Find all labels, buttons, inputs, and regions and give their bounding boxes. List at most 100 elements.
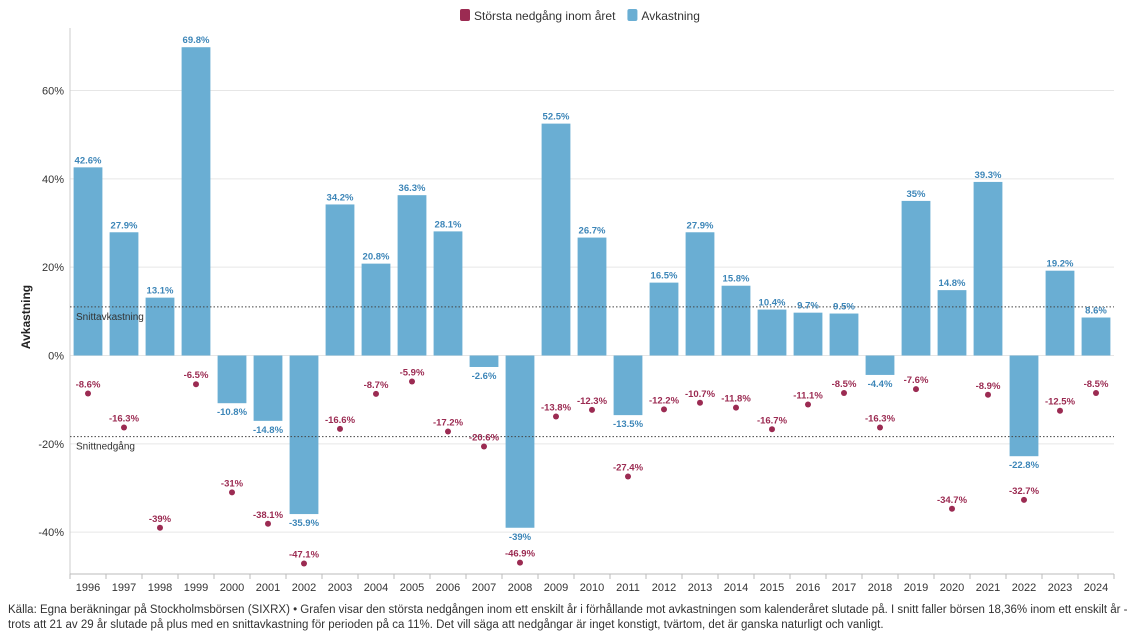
bar-2018[interactable]: [865, 355, 895, 375]
drawdown-value-label: -11.1%: [793, 391, 823, 402]
bar-value-label: 27.9%: [111, 220, 138, 231]
x-tick-label: 2003: [328, 582, 352, 594]
drawdown-point-1997[interactable]: [121, 424, 127, 431]
drawdown-value-label: -16.3%: [109, 413, 140, 424]
bar-value-label: 27.9%: [687, 220, 714, 231]
bar-2005[interactable]: [397, 195, 427, 356]
drawdown-point-2022[interactable]: [1021, 496, 1027, 503]
legend-swatch: [460, 9, 470, 21]
drawdown-point-2023[interactable]: [1057, 407, 1063, 414]
drawdown-point-2005[interactable]: [409, 378, 415, 385]
bar-2020[interactable]: [937, 290, 967, 356]
drawdown-point-2012[interactable]: [661, 406, 667, 413]
bar-value-label: -10.8%: [217, 407, 248, 418]
bar-value-label: 8.6%: [1085, 306, 1107, 317]
bar-2006[interactable]: [433, 231, 463, 356]
y-tick-label: 0%: [48, 351, 64, 363]
drawdown-point-2014[interactable]: [733, 404, 739, 411]
drawdown-point-1996[interactable]: [85, 390, 91, 397]
x-tick-label: 2008: [508, 582, 532, 594]
drawdown-point-2008[interactable]: [517, 559, 523, 566]
bar-1998[interactable]: [145, 297, 175, 356]
bar-value-label: 26.7%: [579, 226, 606, 237]
drawdown-point-2010[interactable]: [589, 406, 595, 413]
drawdown-point-2000[interactable]: [229, 489, 235, 496]
drawdown-value-label: -6.5%: [184, 370, 209, 381]
data-labels: 42.6% 27.9% 13.1% 69.8% -10.8% -14.8% -35.9% 34…: [75, 35, 1109, 560]
reference-lines: Snittavkastning Snittnedgång: [70, 306, 1114, 453]
bar-2008[interactable]: [505, 355, 535, 528]
drawdown-value-label: -20.6%: [469, 432, 500, 443]
bar-2016[interactable]: [793, 312, 823, 356]
drawdown-point-2018[interactable]: [877, 424, 883, 431]
bar-2015[interactable]: [757, 309, 787, 356]
drawdown-point-2007[interactable]: [481, 443, 487, 450]
legend-label[interactable]: Avkastning: [641, 9, 699, 23]
drawdown-value-label: -27.4%: [613, 463, 644, 474]
x-tick-label: 2021: [976, 582, 1000, 594]
bar-value-label: 36.3%: [399, 183, 426, 194]
drawdown-point-2016[interactable]: [805, 401, 811, 408]
drawdown-value-label: -32.7%: [1009, 486, 1040, 497]
drawdown-point-2017[interactable]: [841, 390, 847, 397]
bar-2001[interactable]: [253, 355, 283, 421]
drawdown-point-2013[interactable]: [697, 399, 703, 406]
bar-2002[interactable]: [289, 355, 319, 515]
bar-2022[interactable]: [1009, 355, 1039, 457]
bar-value-label: -4.4%: [868, 379, 893, 390]
drawdown-point-2003[interactable]: [337, 425, 343, 432]
bar-1997[interactable]: [109, 232, 139, 356]
bar-1996[interactable]: [73, 167, 103, 356]
drawdown-value-label: -38.1%: [253, 510, 284, 521]
reference-line-label: Snittnedgång: [76, 441, 135, 453]
bar-value-label: 39.3%: [975, 170, 1002, 181]
bar-2010[interactable]: [577, 237, 607, 356]
drawdown-point-2002[interactable]: [301, 560, 307, 567]
drawdown-value-label: -8.6%: [76, 379, 101, 390]
bar-2013[interactable]: [685, 232, 715, 356]
drawdown-point-1999[interactable]: [193, 381, 199, 388]
bar-2003[interactable]: [325, 204, 355, 356]
bar-2004[interactable]: [361, 263, 391, 356]
bar-value-label: -14.8%: [253, 425, 284, 436]
bar-value-label: 16.5%: [651, 271, 678, 282]
drawdown-point-2024[interactable]: [1093, 390, 1099, 397]
bar-2021[interactable]: [973, 181, 1003, 356]
legend-label[interactable]: Största nedgång inom året: [474, 9, 616, 23]
drawdown-point-2019[interactable]: [913, 386, 919, 393]
drawdown-point-2015[interactable]: [769, 426, 775, 433]
bar-2009[interactable]: [541, 123, 571, 356]
y-tick-label: 40%: [42, 174, 64, 186]
bar-2011[interactable]: [613, 355, 643, 416]
x-tick-label: 2024: [1084, 582, 1108, 594]
bar-2019[interactable]: [901, 200, 931, 356]
bar-2007[interactable]: [469, 355, 499, 367]
bar-value-label: 52.5%: [543, 112, 570, 123]
source-footnote: Källa: Egna beräkningar på Stockholmsbör…: [8, 604, 1128, 631]
drawdown-point-2009[interactable]: [553, 413, 559, 420]
bar-2012[interactable]: [649, 282, 679, 356]
x-tick-label: 2014: [724, 582, 748, 594]
x-tick-label: 2000: [220, 582, 244, 594]
drawdown-point-1998[interactable]: [157, 524, 163, 531]
bar-2024[interactable]: [1081, 317, 1111, 356]
drawdown-value-label: -16.6%: [325, 415, 356, 426]
drawdown-point-2021[interactable]: [985, 391, 991, 398]
drawdown-point-2011[interactable]: [625, 473, 631, 480]
bar-1999[interactable]: [181, 47, 211, 356]
drawdown-point-2006[interactable]: [445, 428, 451, 435]
bar-2023[interactable]: [1045, 270, 1075, 356]
bar-2014[interactable]: [721, 285, 751, 356]
drawdown-point-2001[interactable]: [265, 520, 271, 527]
bar-value-label: 20.8%: [363, 252, 390, 263]
bar-2000[interactable]: [217, 355, 247, 404]
drawdown-point-2020[interactable]: [949, 505, 955, 512]
x-tick-label: 2013: [688, 582, 712, 594]
bar-value-label: 13.1%: [147, 286, 174, 297]
y-tick-label: -20%: [38, 439, 64, 451]
drawdown-point-2004[interactable]: [373, 390, 379, 397]
bar-series: [73, 47, 1111, 528]
bar-value-label: -13.5%: [613, 419, 644, 430]
x-tick-label: 2011: [616, 582, 640, 594]
bar-2017[interactable]: [829, 313, 859, 356]
